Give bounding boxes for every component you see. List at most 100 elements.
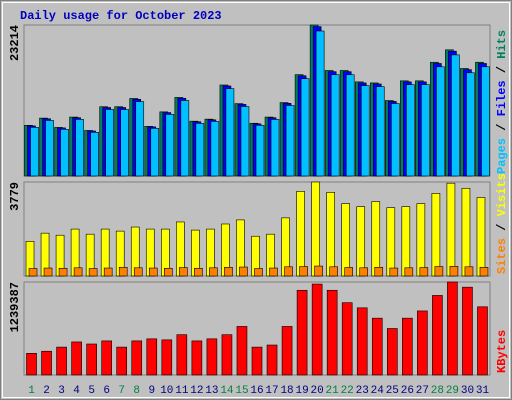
bar — [135, 101, 145, 177]
bar — [236, 326, 248, 376]
x-tick-label: 16 — [250, 385, 263, 397]
bar — [345, 74, 355, 177]
bar — [281, 326, 293, 376]
bar — [404, 267, 414, 277]
bar — [300, 78, 310, 177]
bar — [254, 268, 263, 277]
bar — [359, 267, 369, 277]
bar — [374, 266, 384, 277]
bar — [116, 346, 128, 376]
legend: Sites / Visits — [495, 173, 509, 274]
bar — [88, 268, 98, 277]
bar — [462, 286, 473, 376]
bar — [270, 119, 280, 177]
bar — [421, 84, 430, 177]
bar — [341, 302, 353, 376]
x-tick-label: 20 — [311, 385, 324, 397]
bar — [296, 289, 308, 376]
legend-entry: Hits — [495, 30, 509, 59]
bar — [266, 344, 278, 376]
bar — [146, 338, 158, 376]
legend-entry: Pages — [495, 138, 509, 174]
bar — [131, 340, 143, 376]
bar — [330, 74, 340, 177]
x-tick-label: 13 — [205, 385, 218, 397]
bar — [311, 181, 320, 277]
bar — [432, 295, 443, 376]
legend-entry: Sites — [495, 238, 509, 274]
bar — [240, 106, 250, 177]
x-tick-label: 2 — [43, 385, 50, 397]
bar — [118, 266, 128, 277]
bar — [176, 334, 188, 376]
bar — [326, 289, 338, 376]
legend-entry: KBytes — [495, 330, 509, 373]
bar — [180, 100, 190, 177]
x-tick-label: 1 — [28, 385, 35, 397]
bar — [161, 339, 173, 376]
bar — [461, 187, 471, 277]
bar — [417, 310, 428, 376]
x-tick-label: 31 — [476, 385, 490, 397]
bar — [56, 346, 67, 376]
x-tick-label: 23 — [356, 385, 369, 397]
bar — [476, 197, 486, 277]
bar — [206, 338, 218, 376]
x-tick-label: 8 — [133, 385, 140, 397]
bar — [431, 193, 441, 277]
bar — [150, 128, 160, 177]
bar — [419, 267, 429, 277]
bar — [120, 109, 130, 177]
x-tick-label: 7 — [118, 385, 125, 397]
bar — [41, 350, 52, 376]
x-tick-label: 11 — [175, 385, 189, 397]
bar — [436, 66, 445, 177]
bar — [449, 265, 459, 277]
bar — [284, 266, 293, 277]
x-tick-label: 15 — [235, 385, 248, 397]
bar — [326, 192, 335, 277]
x-tick-label: 9 — [148, 385, 155, 397]
bar — [191, 340, 203, 376]
bar — [43, 267, 53, 277]
bar — [90, 131, 99, 177]
bar — [194, 267, 203, 277]
x-tick-label: 27 — [416, 385, 429, 397]
legend-separator: / — [495, 59, 509, 81]
bar — [26, 352, 37, 376]
bar — [71, 341, 82, 376]
x-tick-label: 17 — [265, 385, 278, 397]
bar — [164, 267, 173, 277]
bar — [451, 54, 460, 177]
x-tick-label: 22 — [341, 385, 354, 397]
x-tick-label: 24 — [371, 385, 385, 397]
bar — [60, 129, 69, 177]
bar — [416, 203, 426, 277]
bar — [434, 266, 444, 277]
bar — [210, 121, 220, 177]
bar — [371, 201, 381, 277]
bar — [371, 317, 383, 376]
legend: KBytes — [495, 330, 509, 373]
bar — [389, 267, 399, 277]
x-tick-label: 28 — [431, 385, 444, 397]
bar — [356, 206, 366, 277]
bar — [224, 266, 233, 277]
chart-title: Daily usage for October 2023 — [20, 9, 222, 23]
bar — [148, 267, 158, 277]
x-tick-label: 6 — [103, 385, 110, 397]
x-tick-label: 5 — [88, 385, 95, 397]
x-tick-label: 10 — [160, 385, 173, 397]
bar — [360, 85, 370, 177]
bar — [356, 307, 368, 376]
bar — [58, 267, 68, 277]
bar — [446, 182, 456, 277]
bar — [179, 267, 188, 277]
bar — [386, 328, 398, 376]
legend-separator: / — [495, 116, 509, 138]
x-tick-label: 21 — [326, 385, 340, 397]
bar — [311, 283, 323, 376]
bar — [375, 86, 385, 177]
x-tick-label: 3 — [58, 385, 65, 397]
